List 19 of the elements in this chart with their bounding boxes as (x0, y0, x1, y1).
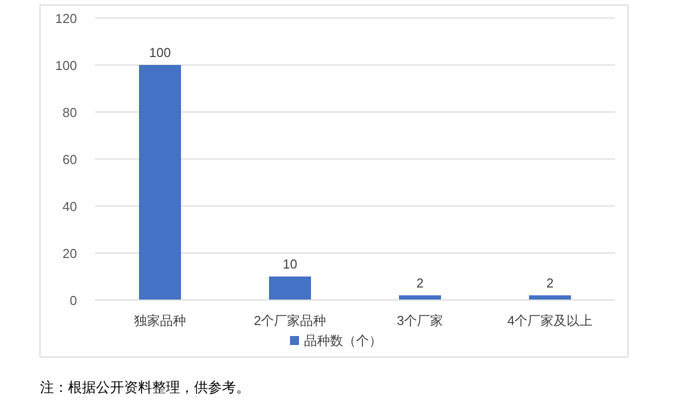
y-tick-label: 0 (70, 293, 77, 308)
y-tick-label: 80 (62, 105, 77, 120)
x-tick-label: 独家品种 (134, 313, 186, 328)
legend-label: 品种数（个） (304, 333, 382, 348)
x-tick-label: 3个厂家 (396, 313, 444, 328)
y-tick-label: 120 (55, 11, 77, 26)
y-tick-label: 100 (55, 58, 77, 73)
data-label: 10 (282, 256, 298, 272)
bar (269, 276, 311, 300)
x-tick-label: 2个厂家品种 (254, 313, 326, 328)
y-tick-label: 20 (62, 246, 77, 261)
x-tick-label: 4个厂家及以上 (507, 313, 593, 328)
bar (139, 65, 181, 300)
data-label: 2 (546, 275, 554, 290)
y-tick-label: 40 (62, 199, 77, 214)
data-label: 100 (149, 45, 171, 60)
data-label: 2 (416, 275, 424, 290)
text: 注：根据公开资料整理，供参考。 (40, 379, 250, 395)
y-tick-label: 60 (62, 152, 77, 167)
